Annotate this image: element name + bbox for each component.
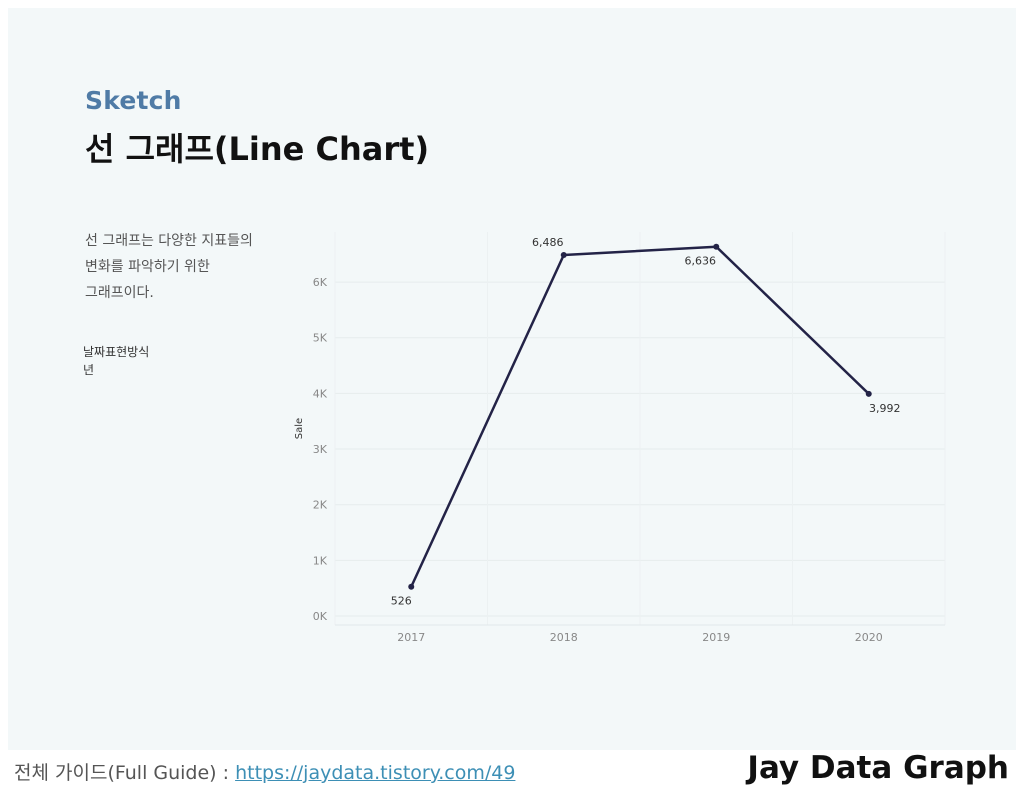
description-line: 선 그래프는 다양한 지표들의: [85, 233, 253, 249]
data-label: 6,486: [532, 236, 564, 249]
series-line: [410, 245, 870, 588]
line-chart: 0K 1K 2K 3K 4K 5K 6K 2017 2018 2019 2020 Sale 526…: [294, 232, 946, 644]
brand-logo: Jay Data Graph: [747, 750, 1009, 786]
section-kicker: Sketch: [85, 86, 182, 115]
filter-label: 날짜표현방식: [83, 345, 150, 359]
data-label: 6,636: [685, 255, 717, 268]
chart-panel: [8, 8, 1016, 750]
x-tick-label: 2017: [397, 631, 425, 644]
page-title: 선 그래프(Line Chart): [85, 130, 430, 168]
data-point: [560, 252, 567, 259]
x-tick-label: 2018: [550, 631, 578, 644]
data-point: [865, 390, 872, 397]
data-label: 3,992: [869, 402, 901, 415]
footer-guide: 전체 가이드(Full Guide) : https://jaydata.tis…: [14, 758, 515, 785]
description-line: 변화를 파악하기 위한: [85, 259, 210, 275]
date-format-filter[interactable]: 날짜표현방식 년: [83, 343, 149, 379]
x-axis-ticks: 2017 2018 2019 2020: [397, 631, 883, 644]
guide-link[interactable]: https://jaydata.tistory.com/49: [235, 762, 516, 784]
description-line: 그래프이다.: [85, 285, 154, 301]
x-tick-label: 2020: [855, 631, 883, 644]
y-tick-label: 4K: [313, 387, 328, 400]
data-point: [408, 583, 415, 590]
data-point: [713, 243, 720, 250]
guide-label: 전체 가이드(Full Guide) :: [14, 762, 236, 784]
chart-description: 선 그래프는 다양한 지표들의 변화를 파악하기 위한 그래프이다.: [85, 228, 285, 306]
y-tick-label: 5K: [313, 332, 328, 345]
y-tick-label: 1K: [313, 554, 328, 567]
y-tick-label: 6K: [313, 276, 328, 289]
y-tick-label: 3K: [313, 443, 328, 456]
x-tick-label: 2019: [702, 631, 730, 644]
y-axis-label: Sale: [294, 418, 305, 439]
series-layer: 526 6,486 6,636 3,992: [391, 236, 901, 608]
y-axis-ticks: 0K 1K 2K 3K 4K 5K 6K: [313, 276, 328, 623]
y-tick-label: 0K: [313, 610, 328, 623]
filter-value[interactable]: 년: [83, 363, 95, 377]
grid-lines: [334, 232, 946, 626]
y-tick-label: 2K: [313, 499, 328, 512]
data-label: 526: [391, 595, 412, 608]
